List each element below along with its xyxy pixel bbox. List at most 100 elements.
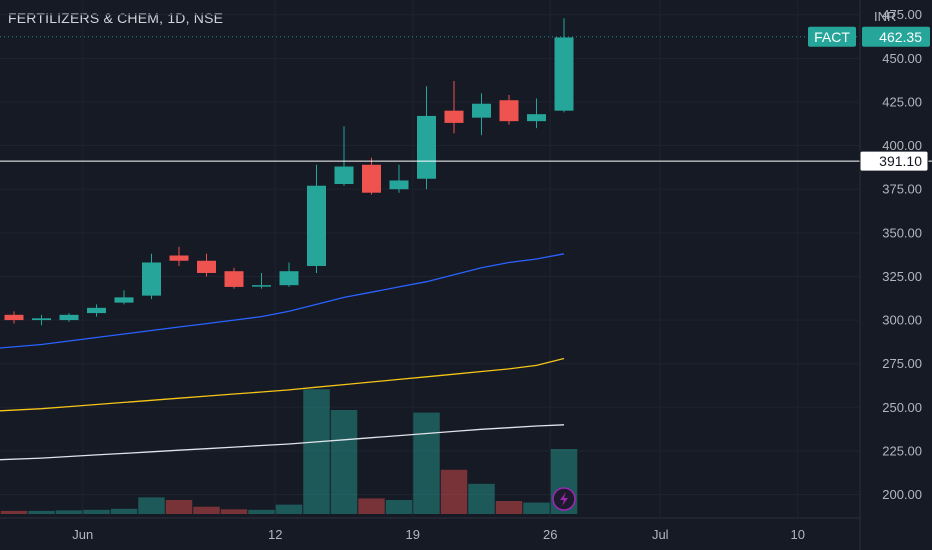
volume-bar	[385, 499, 413, 514]
candle-body	[224, 271, 244, 287]
volume-bar	[193, 506, 220, 514]
y-tick-label: 450.00	[882, 51, 922, 66]
y-tick-label: 250.00	[882, 400, 922, 415]
moving-average-blue	[0, 253, 565, 349]
candle	[4, 311, 24, 324]
y-tick-label: 475.00	[882, 7, 922, 22]
symbol-badge-label: FACT	[814, 29, 850, 45]
axes	[0, 0, 861, 550]
candle-body	[169, 255, 189, 261]
candle-body	[362, 164, 381, 193]
level-badge-label: 391.10	[879, 153, 922, 169]
candle-body	[4, 314, 24, 321]
candle	[444, 81, 464, 134]
x-tick-label: Jun	[72, 527, 93, 542]
volume-bar	[165, 499, 193, 514]
candle-body	[417, 115, 436, 179]
y-tick-label: 275.00	[882, 356, 922, 371]
grid	[0, 0, 860, 518]
x-axis[interactable]: Jun 12 19 26 Jul 10	[72, 527, 805, 542]
volume-bar	[303, 389, 330, 514]
volume-bar	[413, 412, 440, 514]
candle	[252, 272, 271, 289]
price-badges: FACT 462.35 391.10	[808, 26, 930, 172]
y-tick-label: 325.00	[882, 269, 922, 284]
moving-averages	[0, 253, 565, 461]
y-tick-label: 300.00	[882, 313, 922, 328]
chart-title: FERTILIZERS & CHEM, 1D, NSE	[8, 10, 224, 26]
x-tick-label: 26	[543, 527, 557, 542]
x-tick-label: Jul	[652, 527, 669, 542]
price-badge-label: 462.35	[879, 29, 922, 45]
candle	[499, 94, 519, 125]
x-tick-label: 19	[406, 527, 420, 542]
candle	[389, 164, 409, 193]
candle-body	[472, 103, 491, 118]
volume-bar	[330, 410, 358, 514]
moving-average-white	[0, 424, 565, 461]
symbol-badge	[808, 26, 856, 47]
y-tick-label: 200.00	[882, 487, 922, 502]
candle	[142, 253, 161, 300]
volume-bar	[138, 497, 165, 514]
candle-body	[59, 314, 79, 321]
candle-body	[114, 297, 134, 303]
candle-body	[32, 318, 51, 321]
candle	[32, 314, 51, 326]
y-tick-label: 225.00	[882, 443, 922, 458]
candle-body	[499, 100, 519, 122]
candle-body	[527, 114, 546, 122]
horizontal-line[interactable]	[0, 36, 932, 162]
volume-bar	[55, 510, 83, 514]
candle-body	[142, 262, 161, 296]
candle	[362, 157, 381, 195]
candle-body	[87, 307, 106, 314]
volume-bar	[28, 510, 55, 514]
level-badge	[859, 150, 929, 172]
candle	[169, 246, 189, 266]
candle	[307, 164, 326, 273]
volume-bar	[275, 504, 303, 514]
volume-bars	[0, 389, 578, 514]
volume-bar	[495, 501, 523, 514]
candle	[224, 267, 244, 289]
volume-bar	[83, 509, 110, 514]
flash-bolt-icon	[560, 492, 568, 506]
y-tick-label: 350.00	[882, 225, 922, 240]
candle	[87, 304, 106, 317]
candle	[114, 290, 134, 305]
candle	[197, 253, 216, 277]
candle-body	[334, 166, 354, 184]
candle	[59, 313, 79, 322]
candle-body	[252, 285, 271, 287]
y-tick-label: 425.00	[882, 94, 922, 109]
candle	[472, 93, 491, 136]
volume-bar	[523, 502, 550, 514]
y-tick-label: 375.00	[882, 182, 922, 197]
candles	[4, 18, 574, 326]
candle	[527, 98, 546, 129]
volume-bar	[248, 509, 275, 514]
moving-average-yellow	[0, 357, 565, 412]
volume-bar	[110, 508, 138, 514]
candle-body	[444, 110, 464, 123]
candle	[417, 86, 436, 190]
flash-icon[interactable]	[552, 487, 576, 511]
volume-bar	[0, 510, 28, 514]
currency-label: INR	[874, 9, 897, 24]
candle-body	[197, 260, 216, 273]
candle-body	[389, 180, 409, 190]
candle	[334, 126, 354, 186]
candle	[279, 262, 299, 287]
candle	[554, 18, 574, 113]
volume-bar	[468, 483, 495, 514]
volume-bar	[220, 509, 248, 514]
volume-bar	[440, 469, 468, 514]
x-tick-label: 12	[268, 527, 282, 542]
volume-bar	[358, 498, 385, 514]
y-axis[interactable]: 200.00 225.00 250.00 275.00 300.00 325.00 350.…	[882, 7, 922, 502]
candle-body	[279, 271, 299, 286]
y-tick-label: 400.00	[882, 138, 922, 153]
candle-body	[307, 185, 326, 266]
